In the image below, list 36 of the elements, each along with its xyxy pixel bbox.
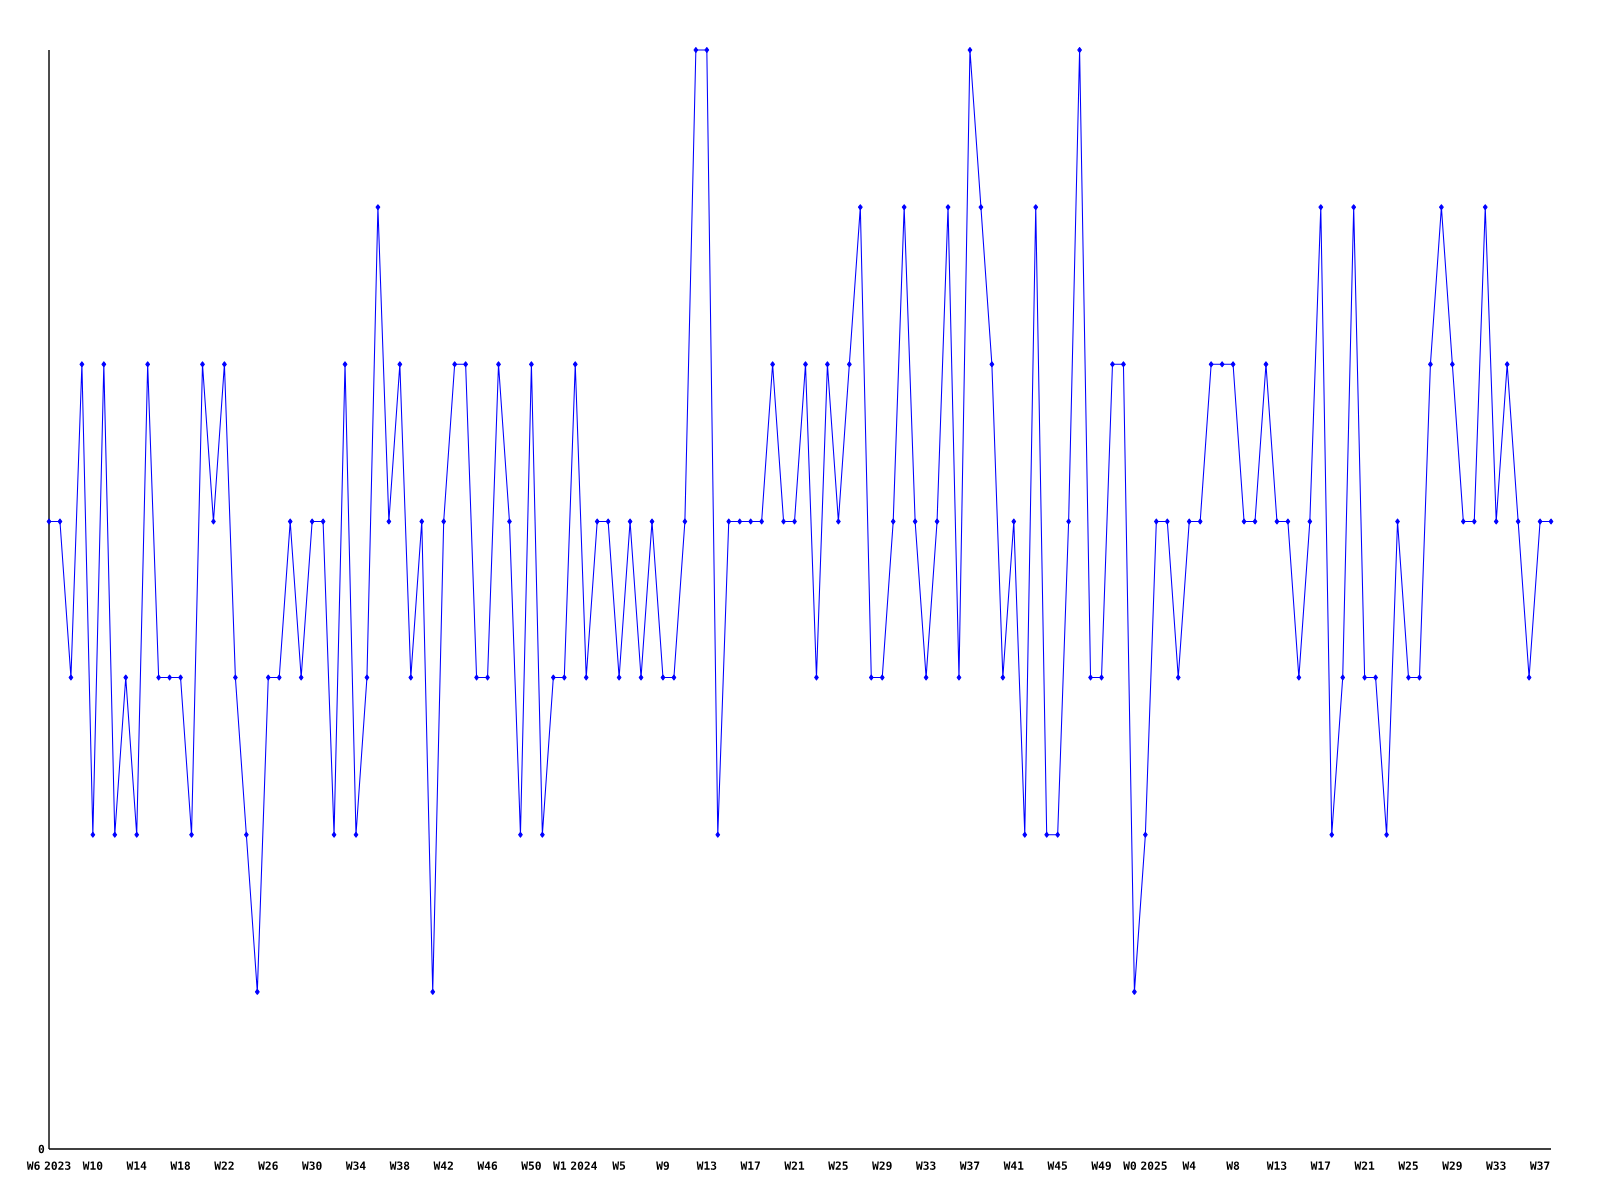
x-tick-label: W17	[1310, 1161, 1331, 1170]
x-tick-label: W25	[1398, 1161, 1418, 1170]
x-tick-label: W4	[1182, 1161, 1196, 1170]
x-tick-label: W21	[784, 1161, 805, 1170]
x-tick-label: W10	[82, 1161, 103, 1170]
x-tick-label: W34	[345, 1161, 366, 1170]
x-tick-label: W41	[1003, 1161, 1024, 1170]
x-tick-label: W37	[1529, 1161, 1550, 1170]
x-tick-label: W6 2023	[26, 1161, 71, 1170]
x-tick-label: W38	[389, 1161, 410, 1170]
x-tick-label: W22	[214, 1161, 234, 1170]
x-tick-label: W49	[1091, 1161, 1111, 1170]
x-tick-label: W37	[959, 1161, 980, 1170]
x-tick-label: W26	[258, 1161, 278, 1170]
x-tick-label: W9	[656, 1161, 670, 1170]
x-tick-label: W29	[872, 1161, 892, 1170]
x-tick-label: W50	[521, 1161, 541, 1170]
x-tick-label: W18	[170, 1161, 191, 1170]
x-tick-label: W21	[1354, 1161, 1375, 1170]
x-tick-label: W29	[1442, 1161, 1462, 1170]
x-tick-label: W5	[612, 1161, 626, 1170]
x-tick-label: W8	[1226, 1161, 1240, 1170]
x-tick-label: W13	[696, 1161, 717, 1170]
x-tick-label: W0 2025	[1123, 1161, 1167, 1170]
x-tick-label: W42	[433, 1161, 453, 1170]
x-tick-label: W25	[828, 1161, 848, 1170]
x-tick-label: W1 2024	[553, 1161, 597, 1170]
x-tick-label: W14	[126, 1161, 147, 1170]
x-tick-label: W30	[301, 1161, 322, 1170]
x-tick-label: W33	[915, 1161, 936, 1170]
x-tick-label: W13	[1266, 1161, 1287, 1170]
x-tick-label: W45	[1047, 1161, 1068, 1170]
text: 0	[38, 1144, 45, 1154]
x-tick-label: W17	[740, 1161, 760, 1170]
x-tick-label: W46	[477, 1161, 498, 1170]
x-tick-label: W33	[1486, 1161, 1506, 1170]
